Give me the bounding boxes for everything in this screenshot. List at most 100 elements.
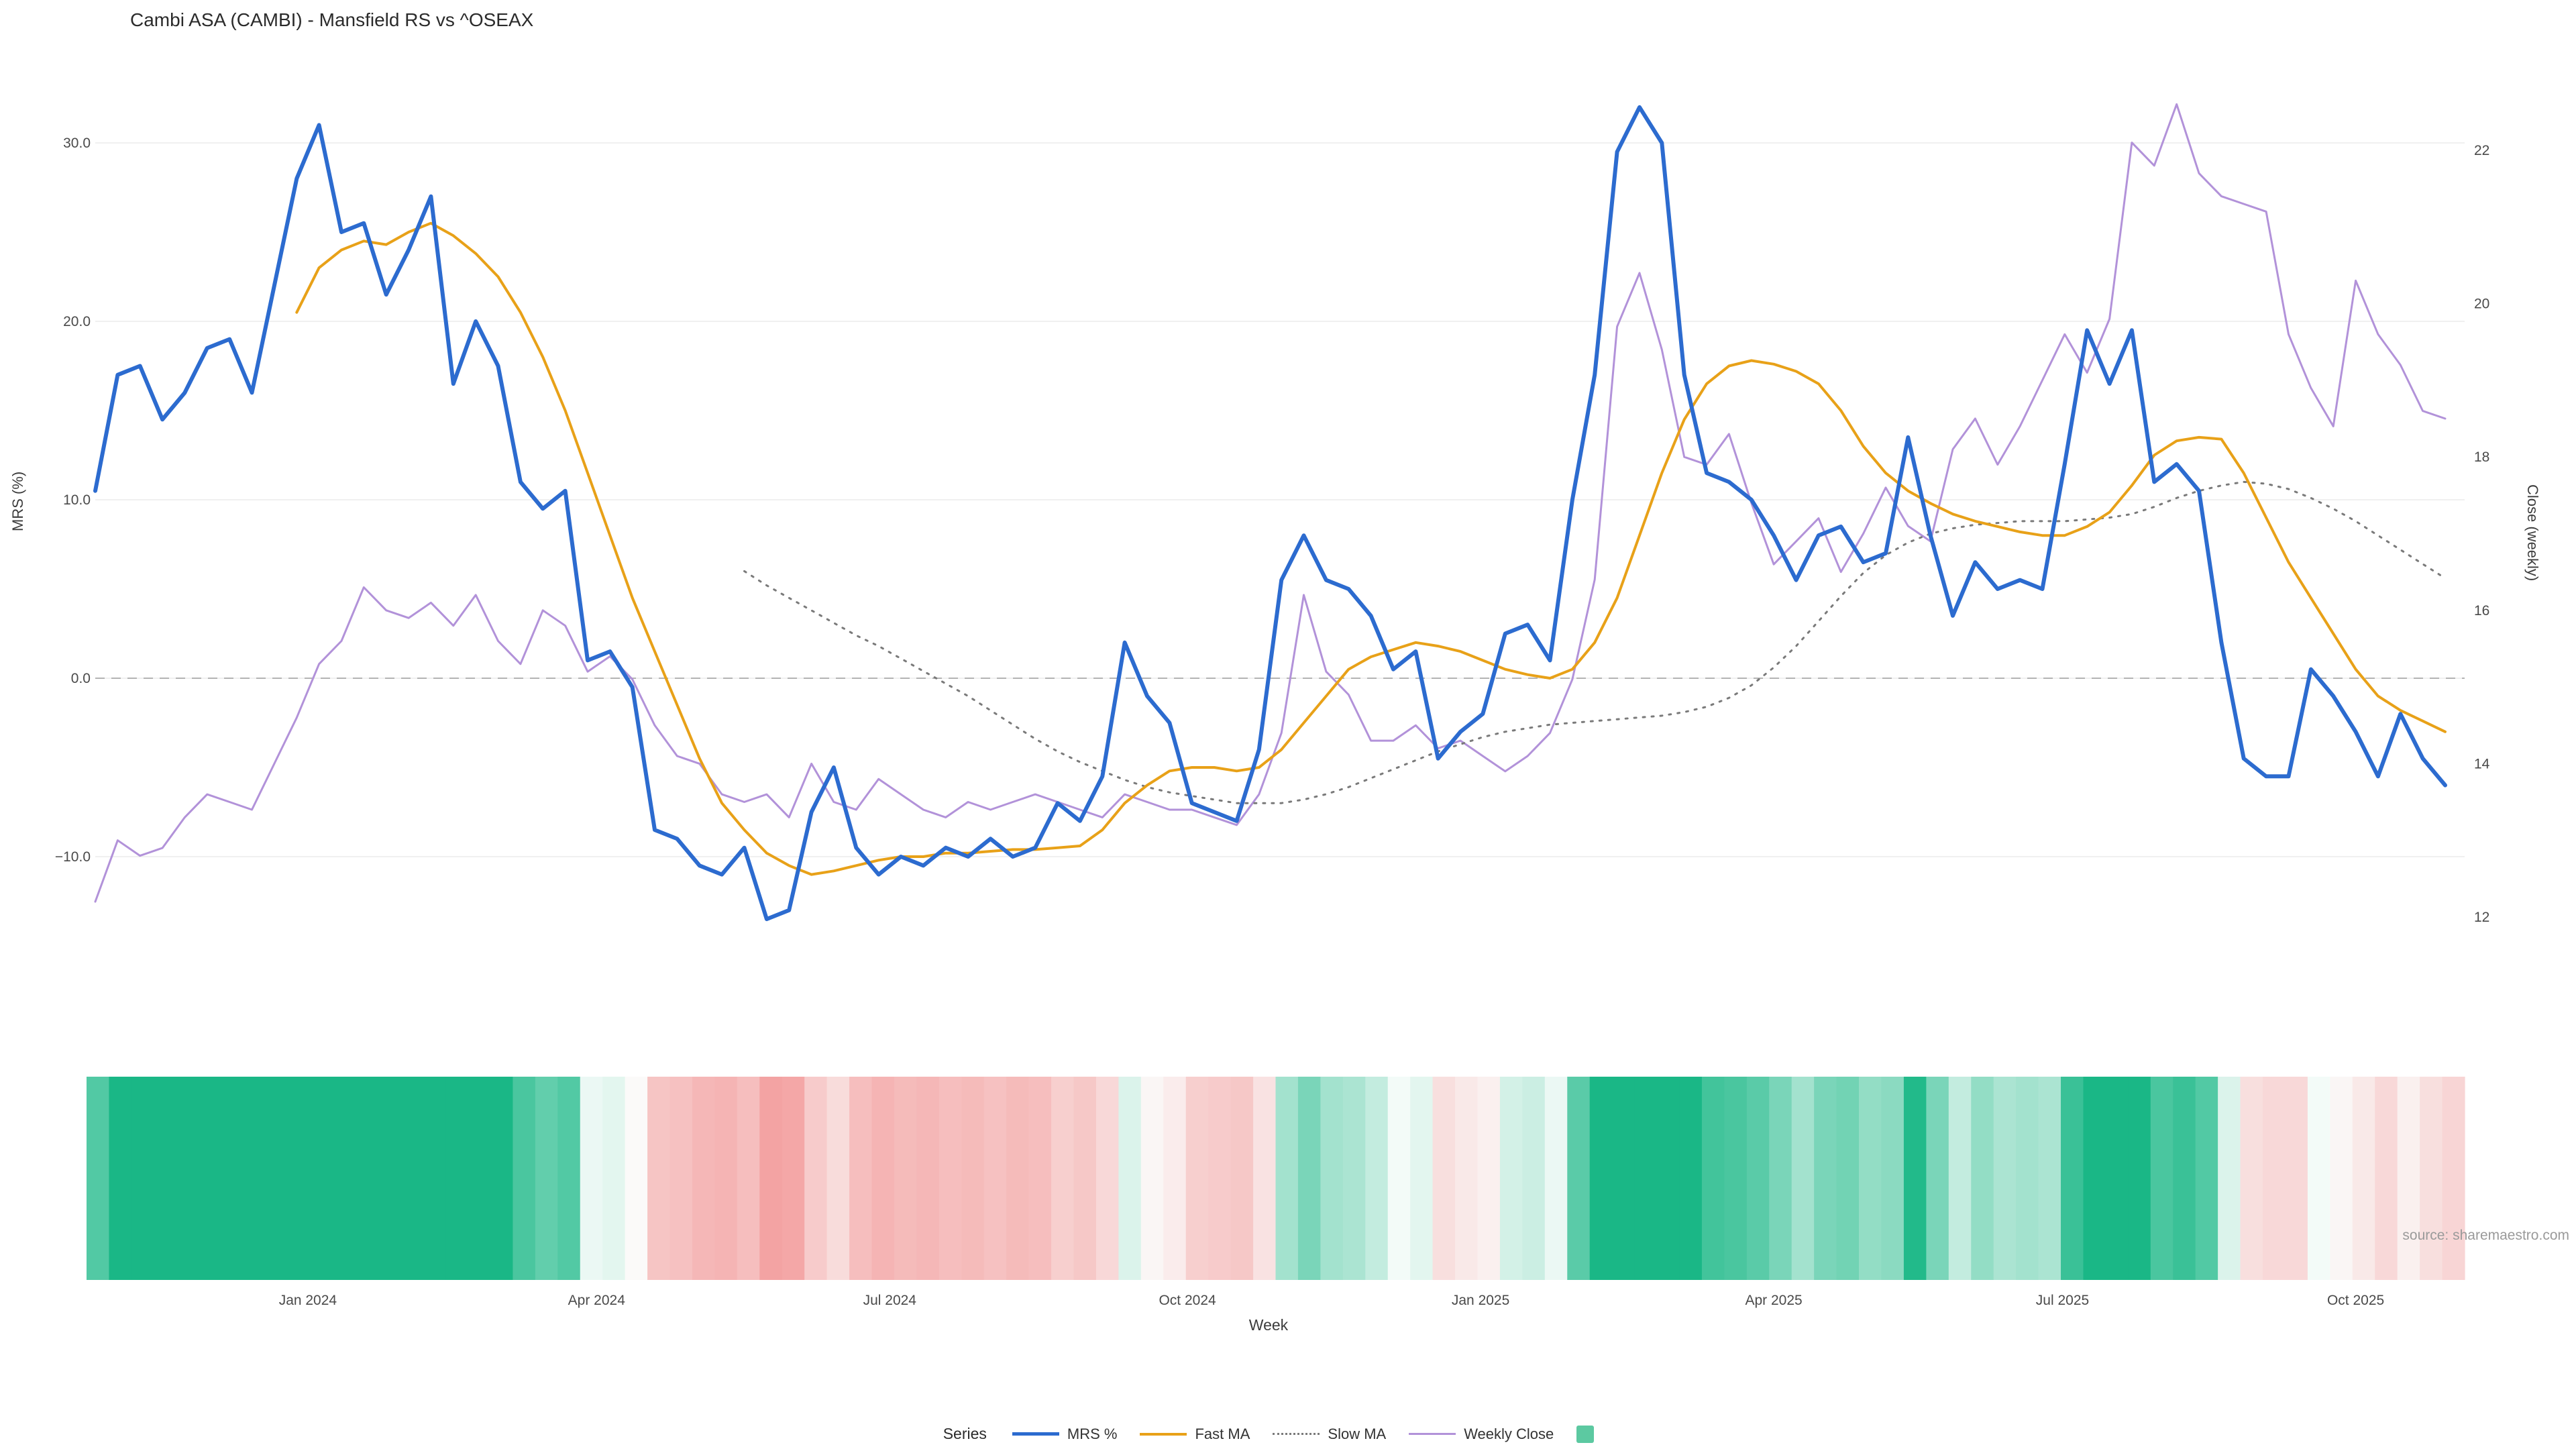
left-axis-tick-label: 20.0 — [63, 314, 91, 329]
heatmap-cell — [311, 1077, 334, 1280]
legend-line-sample-icon — [1409, 1433, 1456, 1435]
heatmap-cell — [826, 1077, 850, 1280]
heatmap-cell — [221, 1077, 244, 1280]
heatmap-cell — [2038, 1077, 2061, 1280]
heatmap-cell — [1230, 1077, 1254, 1280]
legend-item-slow-ma[interactable]: Slow MA — [1273, 1426, 1386, 1443]
x-axis-tick-label: Oct 2024 — [1159, 1293, 1216, 1308]
heatmap-cell — [1499, 1077, 1523, 1280]
heatmap-cell — [2150, 1077, 2174, 1280]
heatmap-cell — [1163, 1077, 1187, 1280]
heatmap-cell — [1118, 1077, 1142, 1280]
heatmap-cell — [1544, 1077, 1568, 1280]
series-line-mrs — [93, 105, 2447, 922]
source-attribution: source: sharemaestro.com — [2402, 1228, 2569, 1243]
heatmap-cell — [669, 1077, 693, 1280]
heatmap-cell — [1657, 1077, 1680, 1280]
heatmap-cell — [490, 1077, 514, 1280]
heatmap-cell — [2218, 1077, 2241, 1280]
legend-line-sample-icon — [1140, 1432, 1187, 1436]
legend-label: Fast MA — [1195, 1425, 1250, 1442]
x-axis-tick-label: Apr 2025 — [1745, 1293, 1802, 1308]
heatmap-cell — [1814, 1077, 1837, 1280]
heatmap-cell — [176, 1077, 199, 1280]
heatmap-cell — [2442, 1077, 2465, 1280]
legend-item-weekly-close[interactable]: Weekly Close — [1409, 1426, 1554, 1443]
chart-title: Cambi ASA (CAMBI) - Mansfield RS vs ^OSE… — [130, 9, 534, 30]
heatmap-cell — [1769, 1077, 1792, 1280]
legend-item-fast-ma[interactable]: Fast MA — [1140, 1426, 1250, 1443]
heatmap-cell — [1859, 1077, 1882, 1280]
x-axis-tick-label: Jul 2024 — [863, 1293, 917, 1308]
heatmap-cell — [244, 1077, 267, 1280]
heatmap-cell — [1051, 1077, 1075, 1280]
heatmap-cell — [1432, 1077, 1456, 1280]
heatmap-cell — [87, 1077, 110, 1280]
heatmap-cell — [849, 1077, 873, 1280]
legend-heatmap-swatch-icon — [1576, 1425, 1595, 1443]
heatmap-cell — [2420, 1077, 2443, 1280]
heatmap-cell — [1208, 1077, 1232, 1280]
heatmap-cell — [1612, 1077, 1635, 1280]
legend-item-mrs[interactable]: MRS % — [1012, 1425, 1118, 1443]
heatmap-cell — [1993, 1077, 2017, 1280]
heatmap-cell — [580, 1077, 603, 1280]
heatmap-cell — [1028, 1077, 1052, 1280]
heatmap-cell — [2195, 1077, 2218, 1280]
heatmap-cell — [804, 1077, 828, 1280]
heatmap-cell — [131, 1077, 154, 1280]
heatmap-cell — [737, 1077, 760, 1280]
heatmap-cell — [692, 1077, 716, 1280]
x-axis-tick-label: Jan 2025 — [1452, 1293, 1509, 1308]
heatmap-cell — [2330, 1077, 2353, 1280]
heatmap-cell — [266, 1077, 289, 1280]
heatmap-cell — [2083, 1077, 2106, 1280]
x-axis-tick-label: Jan 2024 — [279, 1293, 337, 1308]
heatmap-cell — [1589, 1077, 1613, 1280]
right-axis-tick-label: 18 — [2474, 449, 2489, 465]
legend-label: Slow MA — [1328, 1425, 1387, 1442]
legend-line-sample-icon — [1012, 1432, 1059, 1436]
heatmap-cell — [356, 1077, 379, 1280]
heatmap-cell — [1679, 1077, 1703, 1280]
heatmap-cell — [2105, 1077, 2129, 1280]
heatmap-cell — [871, 1077, 895, 1280]
heatmap-cell — [1185, 1077, 1209, 1280]
legend-item-heatmap[interactable] — [1576, 1425, 1595, 1443]
heatmap-cell — [1948, 1077, 1972, 1280]
right-axis-tick-label: 20 — [2474, 297, 2489, 312]
heatmap-cell — [333, 1077, 356, 1280]
heatmap-cell — [199, 1077, 222, 1280]
heatmap-cell — [378, 1077, 401, 1280]
heatmap-cell — [288, 1077, 312, 1280]
heatmap-cell — [423, 1077, 446, 1280]
heatmap-cell — [513, 1077, 536, 1280]
heatmap-cell — [782, 1077, 805, 1280]
legend-label: MRS % — [1067, 1425, 1118, 1442]
x-axis-title: Week — [1248, 1316, 1289, 1334]
heatmap-cell — [1881, 1077, 1904, 1280]
heatmap-cell — [1140, 1077, 1164, 1280]
heatmap-cell — [1926, 1077, 1949, 1280]
legend: Series MRS % Fast MA Slow MA Weekly Close — [95, 1425, 2442, 1443]
legend-title: Series — [943, 1425, 987, 1442]
right-axis-tick-label: 16 — [2474, 603, 2489, 619]
heatmap-cell — [983, 1077, 1007, 1280]
heatmap-cell — [154, 1077, 177, 1280]
heatmap-cell — [1387, 1077, 1411, 1280]
heatmap-cell — [1297, 1077, 1321, 1280]
chart-plot-area: 30.0 20.0 10.0 0.0 −10.0 22 20 18 16 14 12 Jan 2024… — [55, 103, 2490, 1308]
right-axis-tick-label: 22 — [2474, 143, 2489, 158]
heatmap-cell — [647, 1077, 671, 1280]
heatmap-cell — [1724, 1077, 1748, 1280]
legend-line-sample-icon — [1273, 1433, 1320, 1435]
heatmap-cell — [1791, 1077, 1815, 1280]
right-axis-tick-label: 14 — [2474, 756, 2490, 771]
heatmap-cell — [961, 1077, 985, 1280]
heatmap-cell — [2240, 1077, 2263, 1280]
heatmap-cell — [1477, 1077, 1501, 1280]
heatmap-cell — [1836, 1077, 1860, 1280]
heatmap-cell — [2352, 1077, 2375, 1280]
heatmap-cell — [759, 1077, 783, 1280]
left-axis-tick-label: 10.0 — [63, 492, 91, 508]
